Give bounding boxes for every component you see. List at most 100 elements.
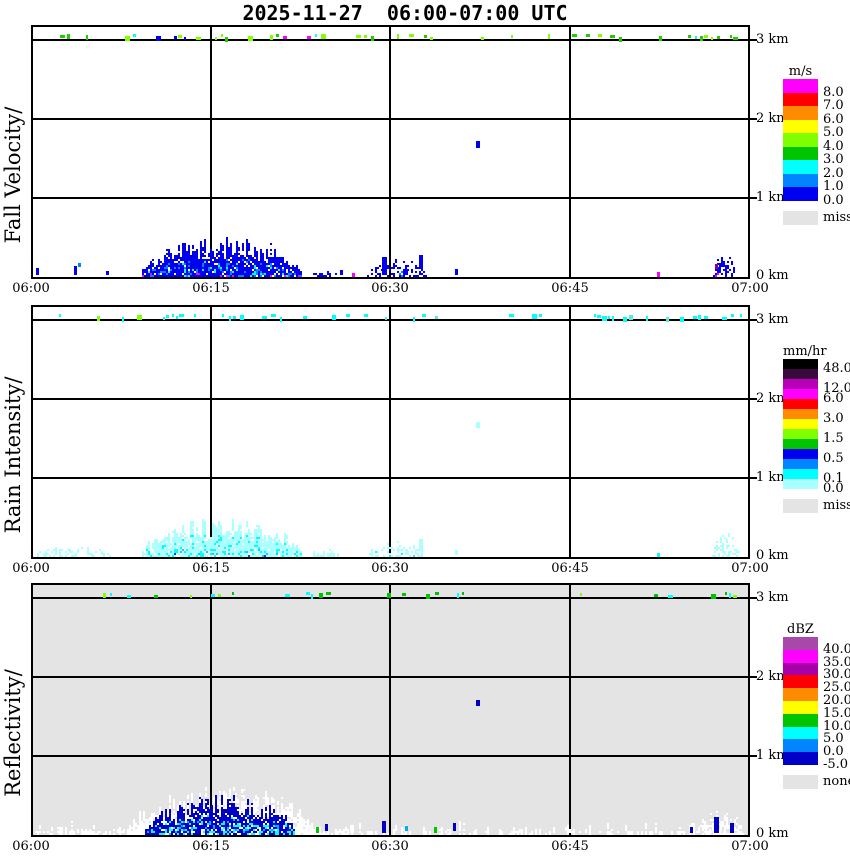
legend-swatch	[783, 752, 818, 765]
legend-swatch	[783, 369, 818, 379]
legend-entry: 20.0	[783, 688, 850, 707]
legend-entry	[783, 369, 818, 379]
legend-value: 48.0	[823, 361, 850, 376]
legend-entry: 0.1	[783, 469, 844, 486]
legend-value: 1.0	[823, 179, 844, 194]
x-tick-0615: 06:15	[192, 281, 230, 296]
legend-entry	[783, 399, 818, 409]
legend-value: 30.0	[823, 667, 850, 683]
tick-3km	[750, 39, 757, 41]
legend-unit: mm/hr	[783, 344, 827, 359]
legend-swatch	[783, 688, 818, 701]
legend-value: 7.0	[823, 98, 844, 113]
legend-value: 6.0	[823, 391, 844, 406]
km-label-3: 3 km	[756, 32, 789, 47]
gridline-0630	[389, 307, 391, 557]
legend-entry	[783, 459, 818, 469]
legend-swatch	[783, 449, 818, 459]
legend-value: 40.0	[823, 641, 850, 657]
legend-value: 35.0	[823, 654, 850, 670]
legend-value: 0.0	[823, 744, 844, 760]
km-label-1: 1 km	[756, 190, 789, 205]
gridline-0615	[210, 27, 212, 277]
km-label-3: 3 km	[756, 312, 789, 327]
plot-border	[31, 583, 750, 837]
legend-entry: 6.0	[783, 106, 844, 126]
legend-entry: 15.0	[783, 700, 850, 720]
legend-missing-label: none	[823, 773, 850, 789]
km-label-2: 2 km	[756, 111, 789, 126]
legend-swatch	[783, 429, 818, 439]
legend-entry: 1.5	[783, 429, 844, 446]
legend-swatch	[783, 439, 818, 449]
legend-entry: 0.0	[783, 739, 844, 759]
y-axis-label-fall-velocity: Fall Velocity/	[1, 106, 25, 244]
legend-swatch	[783, 92, 818, 106]
legend-entry	[783, 439, 818, 449]
legend-swatch	[783, 389, 818, 399]
gridline-0645	[569, 27, 571, 277]
plot-title: 2025-11-27 06:00-07:00 UTC	[242, 1, 568, 25]
gridline-0645	[569, 585, 571, 835]
legend-swatch	[783, 409, 818, 419]
legend-entry: 3.0	[783, 146, 844, 167]
legend-value: 8.0	[823, 84, 844, 100]
legend-scale: 40.0 35.0 30.0 25.0 20.0 15.0	[783, 637, 850, 771]
data-layer-rain-intensity	[37, 314, 742, 557]
legend-missing-label: miss	[823, 209, 850, 225]
x-tick-0630: 06:30	[371, 839, 409, 854]
legend-swatch	[783, 662, 818, 676]
legend-swatch	[783, 419, 818, 429]
plot-border	[31, 25, 750, 279]
tick-1km	[750, 197, 757, 199]
tick-1km	[750, 477, 757, 479]
x-tick-0645: 06:45	[551, 839, 589, 854]
x-tick-0630: 06:30	[371, 281, 409, 296]
legend-value: 4.0	[823, 138, 844, 154]
legend-value: 3.0	[823, 411, 844, 426]
gridline-0615	[210, 307, 212, 557]
data-layer-fall-velocity	[36, 34, 738, 277]
x-tick-0615: 06:15	[192, 839, 230, 854]
legend-missing-swatch	[783, 499, 818, 513]
legend-entry: 6.0	[783, 389, 844, 406]
legend-missing-swatch	[783, 210, 818, 225]
legend-fall-velocity: m/s 8.0 7.0 6.0 5.0 4.0	[783, 65, 850, 225]
legend-value: -5.0	[823, 756, 849, 772]
legend-rain-intensity: mm/hr 48.0 12.0 6.0	[783, 345, 850, 513]
legend-value: 10.0	[823, 718, 850, 734]
legend-value: 25.0	[823, 680, 850, 696]
tick-2km	[750, 676, 757, 678]
legend-value: 20.0	[823, 692, 850, 708]
legend-swatch	[783, 459, 818, 469]
km-label-2: 2 km	[756, 391, 789, 406]
tick-3km	[750, 597, 757, 599]
legend-entry: 4.0	[783, 133, 844, 153]
legend-entry: 12.0	[783, 379, 850, 396]
panel-fall-velocity: Fall Velocity/ 3 km 2 km 1 km 0 km 06:00…	[0, 25, 850, 325]
legend-entry	[783, 419, 818, 429]
legend-swatch	[783, 359, 818, 369]
y-axis-label-rain-intensity: Rain Intensity/	[1, 376, 25, 534]
legend-value: 1.5	[823, 431, 844, 446]
legend-entry: 30.0	[783, 662, 850, 682]
legend-swatch	[783, 146, 818, 160]
legend-swatch	[783, 79, 818, 93]
legend-swatch	[783, 160, 818, 174]
y-axis-label-reflectivity: Reflectivity/	[1, 669, 25, 797]
legend-swatch	[783, 173, 818, 187]
legend-value: 3.0	[823, 152, 844, 167]
legend-missing: none	[783, 774, 850, 789]
panel-rain-intensity: Rain Intensity/ 3 km 2 km 1 km 0 km 06:0…	[0, 305, 850, 605]
legend-missing-label: miss	[823, 498, 850, 513]
legend-swatch	[783, 119, 818, 133]
legend-entry: 35.0	[783, 649, 850, 669]
data-layer-reflectivity	[35, 592, 744, 835]
legend-missing: miss	[783, 210, 850, 225]
tick-3km	[750, 319, 757, 321]
legend-swatch	[783, 479, 818, 489]
tick-2km	[750, 118, 757, 120]
legend-swatch	[783, 739, 818, 753]
legend-reflectivity: dBZ 40.0 35.0 30.0 25.0 20.0	[783, 623, 850, 789]
